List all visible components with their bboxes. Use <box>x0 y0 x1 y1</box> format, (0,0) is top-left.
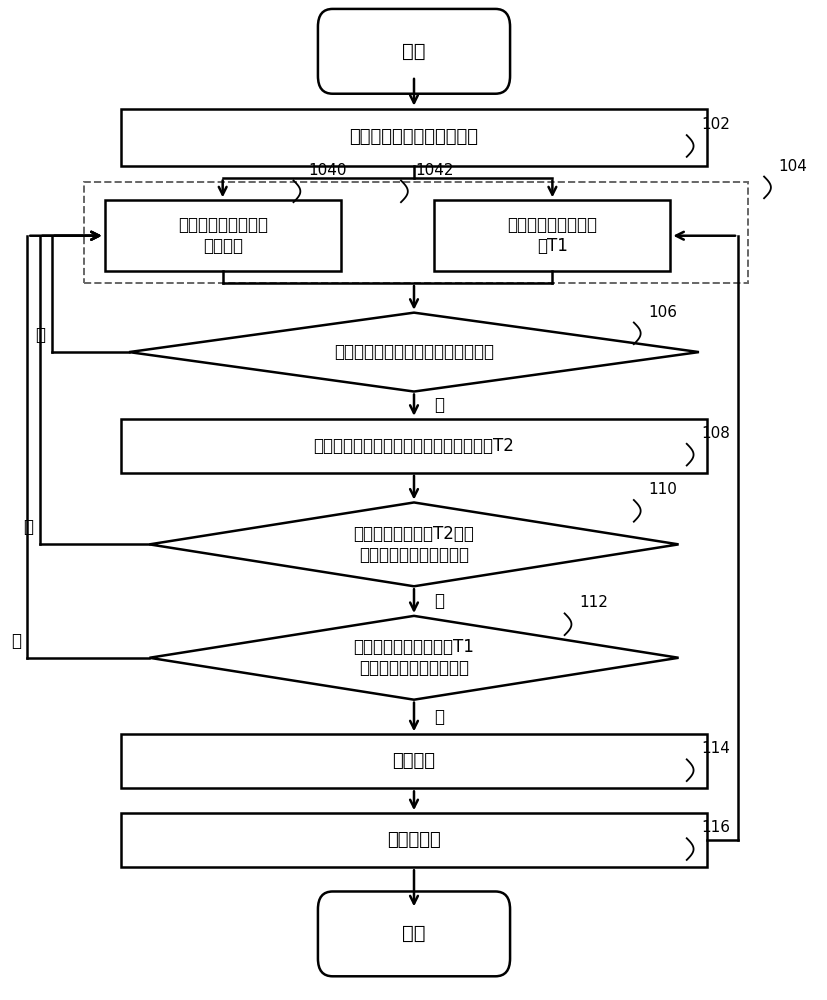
Text: 实时检测室外风机的
运行电流: 实时检测室外风机的 运行电流 <box>178 216 267 255</box>
Text: 进行除霜: 进行除霜 <box>392 752 435 770</box>
Polygon shape <box>149 616 678 700</box>
Text: 开始计时，记录运行电流的累计运行时间T2: 开始计时，记录运行电流的累计运行时间T2 <box>313 437 514 455</box>
Text: 判断压缩机的运行时间T1
是否大于第二预设时间值: 判断压缩机的运行时间T1 是否大于第二预设时间值 <box>353 638 474 677</box>
Text: 102: 102 <box>700 117 729 132</box>
FancyBboxPatch shape <box>318 891 509 976</box>
Text: 110: 110 <box>648 482 676 497</box>
Polygon shape <box>149 502 678 586</box>
Text: 记录压缩机的运行时
间T1: 记录压缩机的运行时 间T1 <box>507 216 596 255</box>
Bar <box>121 813 706 867</box>
Text: 否: 否 <box>11 632 21 650</box>
Text: 106: 106 <box>648 305 676 320</box>
Text: 检测到热泵型空调制热运行: 检测到热泵型空调制热运行 <box>349 128 478 146</box>
FancyBboxPatch shape <box>318 9 509 94</box>
Polygon shape <box>129 313 698 392</box>
Bar <box>121 109 706 166</box>
Text: 1042: 1042 <box>415 163 453 178</box>
Text: 112: 112 <box>579 595 607 610</box>
Text: 114: 114 <box>700 741 729 756</box>
Text: 108: 108 <box>700 426 729 441</box>
Text: 1040: 1040 <box>308 163 347 178</box>
Bar <box>121 419 706 473</box>
Bar <box>121 734 706 788</box>
Text: 104: 104 <box>777 159 806 174</box>
Text: 结束: 结束 <box>402 924 425 943</box>
Text: 是: 是 <box>434 708 444 726</box>
Bar <box>84 182 747 283</box>
Text: 是: 是 <box>434 592 444 610</box>
Text: 否: 否 <box>23 518 33 536</box>
Text: 否: 否 <box>36 326 45 344</box>
Text: 判断运行电流是否大于预设运行电流: 判断运行电流是否大于预设运行电流 <box>333 343 494 361</box>
Bar <box>104 200 341 271</box>
Text: 116: 116 <box>700 820 729 835</box>
Text: 化霜结束后: 化霜结束后 <box>387 831 440 849</box>
Text: 判断累计运行时间T2是否
大于等于第一预设时间值: 判断累计运行时间T2是否 大于等于第一预设时间值 <box>353 525 474 564</box>
Bar <box>434 200 670 271</box>
Text: 是: 是 <box>434 396 444 414</box>
Text: 开始: 开始 <box>402 42 425 61</box>
